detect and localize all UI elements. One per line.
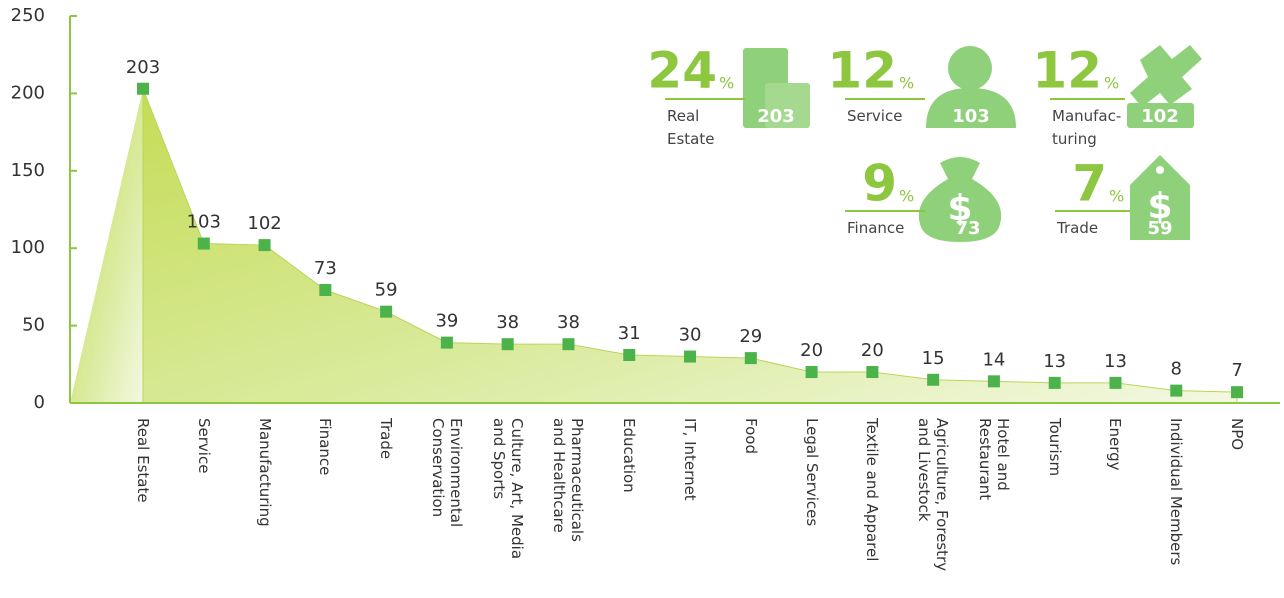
highlight-percent: 12 — [827, 42, 897, 100]
value-label: 29 — [739, 326, 762, 347]
x-tick-label: Agriculture, Forestry and Livestock — [915, 418, 952, 572]
highlight-count: 102 — [1141, 106, 1179, 127]
x-tick-label: Environmental Conservation — [428, 418, 465, 528]
value-label: 20 — [861, 340, 884, 361]
marker — [866, 366, 879, 379]
value-label: 13 — [1043, 351, 1066, 372]
value-label: 203 — [126, 57, 160, 78]
marker — [258, 239, 271, 252]
x-tick-label: Pharmaceuticals and Healthcare — [550, 418, 587, 542]
highlight-label: Manufac- turing — [1052, 107, 1122, 148]
highlight-percent: 12 — [1032, 42, 1102, 100]
y-tick-label: 200 — [11, 82, 45, 103]
x-tick-label: NPO — [1228, 418, 1247, 451]
x-tick-label: Trade — [377, 418, 396, 460]
x-tick-label: Culture, Art, Media and Sports — [489, 418, 526, 560]
highlight-unit: % — [1104, 74, 1119, 93]
marker — [319, 283, 332, 296]
y-tick-label: 250 — [11, 5, 45, 26]
x-tick-label: Food — [741, 418, 760, 454]
marker — [805, 366, 818, 379]
highlight-percent: 7 — [1072, 155, 1107, 213]
value-label: 20 — [800, 340, 823, 361]
y-tick-label: 0 — [34, 392, 45, 413]
x-tick-label: Finance — [316, 418, 335, 476]
highlight-count: 59 — [1147, 218, 1172, 239]
marker — [1231, 386, 1244, 399]
highlight-unit: % — [1109, 187, 1124, 206]
x-tick-label: Hotel and Restaurant — [975, 418, 1012, 501]
y-tick-label: 50 — [22, 315, 45, 336]
x-tick-label: Legal Services — [802, 418, 821, 527]
highlight-count: 103 — [952, 106, 990, 127]
marker — [927, 373, 940, 386]
value-label: 38 — [557, 312, 580, 333]
value-label: 102 — [247, 213, 281, 234]
marker — [987, 375, 1000, 388]
marker — [1048, 376, 1061, 389]
marker — [1170, 384, 1183, 397]
highlight-label: Service — [847, 107, 903, 125]
value-label: 73 — [314, 258, 337, 279]
area-lead — [70, 88, 143, 404]
icon-tools — [1130, 45, 1202, 107]
x-tick-label: Service — [194, 418, 213, 474]
value-label: 14 — [982, 349, 1005, 370]
value-label: 38 — [496, 312, 519, 333]
highlight-count: 203 — [757, 106, 795, 127]
marker — [137, 82, 149, 95]
icon-tools — [1127, 103, 1194, 128]
icon-building — [765, 83, 810, 128]
x-tick-label: Manufacturing — [255, 418, 274, 527]
highlight-count: 73 — [955, 218, 980, 239]
value-label: 31 — [618, 323, 641, 344]
x-tick-label: IT, Internet — [681, 418, 700, 501]
x-tick-label: Tourism — [1045, 418, 1064, 477]
highlight-label: Trade — [1057, 219, 1099, 237]
marker — [197, 237, 210, 250]
value-label: 59 — [375, 280, 398, 301]
highlight-label: Real Estate — [667, 107, 715, 148]
highlight-unit: % — [719, 74, 734, 93]
x-tick-label: Education — [620, 418, 639, 493]
highlight-percent: 9 — [862, 155, 897, 213]
icon-dollar: $ — [947, 188, 972, 229]
icon-person — [948, 46, 992, 90]
x-tick-label: Textile and Apparel — [863, 418, 882, 562]
marker — [380, 305, 393, 318]
highlight-percent: 24 — [647, 42, 717, 100]
plot: 203 103 102 73 59 39 38 38 31 30 29 20 20 15 14 13 13 8 7 0… — [11, 5, 1280, 413]
highlight-unit: % — [899, 74, 914, 93]
value-label: 30 — [679, 325, 702, 346]
marker — [684, 350, 697, 363]
value-label: 7 — [1231, 360, 1242, 381]
value-label: 39 — [435, 311, 458, 332]
x-tick-label: Real Estate — [134, 418, 152, 503]
highlight-unit: % — [899, 187, 914, 206]
marker — [1109, 376, 1122, 389]
icon-dollar: $ — [1147, 186, 1172, 227]
marker — [623, 349, 636, 362]
icons: $ $ — [743, 45, 1202, 242]
value-label: 13 — [1104, 351, 1127, 372]
y-tick-label: 150 — [11, 160, 45, 181]
marker — [744, 352, 757, 365]
highlight-label: Finance — [847, 219, 905, 237]
icon-tag-hole — [1156, 166, 1164, 174]
icon-tag — [1130, 155, 1190, 240]
marker — [440, 336, 453, 349]
x-tick-label: Individual Members — [1167, 418, 1186, 566]
x-tick-label: Energy — [1106, 418, 1125, 471]
value-label: 15 — [922, 348, 945, 369]
icon-person — [926, 88, 1016, 128]
area — [142, 88, 1238, 404]
icon-bag — [918, 157, 1002, 242]
value-label: 8 — [1171, 359, 1182, 380]
y-tick-label: 100 — [11, 237, 45, 258]
marker — [562, 338, 575, 351]
marker — [501, 338, 514, 351]
value-label: 103 — [187, 212, 221, 233]
